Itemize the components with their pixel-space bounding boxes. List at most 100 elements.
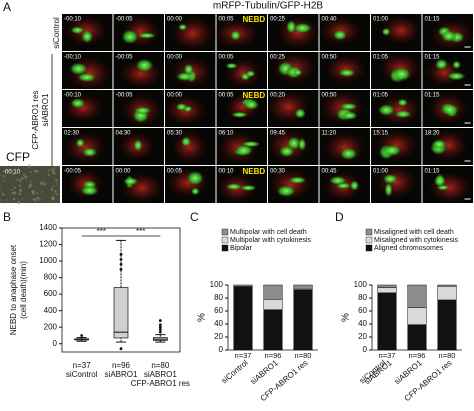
chromatin-signal	[292, 22, 313, 34]
time-label: 00:50	[322, 55, 338, 61]
bar-segment	[263, 309, 283, 351]
time-label: 00:50	[322, 93, 338, 99]
tubulin-signal	[119, 172, 164, 204]
y-tick-label: 60	[358, 306, 367, 315]
chromatin-signal	[276, 184, 297, 198]
cfp-speck	[36, 170, 39, 173]
cfp-speck	[18, 179, 22, 182]
bar-segment	[293, 284, 313, 289]
bar-segment	[437, 286, 457, 301]
chromatin-signal	[70, 97, 86, 109]
panel-a-title: mRFP-Tubulin/GFP-H2B	[213, 1, 324, 12]
cfp-speck	[36, 192, 39, 195]
chromatin-signal	[234, 144, 254, 157]
time-label: 00:40	[322, 17, 338, 23]
y-tick-label: 100	[210, 280, 224, 289]
panel-label: D	[335, 210, 344, 224]
category-label: siControl	[66, 370, 98, 379]
cfp-speck	[47, 169, 50, 172]
y-tick-label: 400	[44, 306, 58, 315]
cfp-speck	[5, 199, 8, 201]
chromatin-signal	[75, 138, 85, 148]
y-tick-label: 40	[214, 319, 223, 328]
cfp-speck	[56, 193, 59, 196]
legend-swatch	[365, 228, 373, 236]
chromatin-signal	[332, 29, 348, 41]
chromatin-signal	[394, 110, 412, 119]
chromatin-signal	[446, 71, 467, 81]
cfp-speck	[29, 183, 33, 186]
cfp-speck	[51, 196, 55, 200]
charts: n=37siControln=96siABRO1n=80siABRO1CFP-A…	[9, 223, 462, 403]
chromatin-signal	[381, 27, 391, 36]
bar-segment	[233, 284, 253, 287]
chromatin-signal	[349, 180, 360, 191]
time-label: 00:05	[219, 93, 235, 99]
legend-swatch	[365, 244, 373, 252]
outlier	[158, 330, 162, 334]
tubulin-signal	[170, 129, 208, 165]
time-label: -00:05	[116, 17, 134, 23]
chromatin-signal	[433, 174, 447, 188]
y-tick-label: 100	[354, 280, 368, 289]
cfp-speck	[34, 169, 38, 173]
time-label: 00:20	[270, 93, 286, 99]
chromatin-signal	[392, 66, 412, 82]
chromatin-signal	[133, 139, 143, 152]
y-axis-label: NEBD to anaphase onset	[9, 244, 18, 335]
bar-segment	[263, 299, 283, 310]
y-tick-label: 600	[44, 289, 58, 298]
legend-label: Aligned chromosomes	[374, 245, 444, 252]
cfp-time: -00:10	[3, 170, 21, 176]
chromatin-signal	[69, 62, 88, 76]
cfp-speck	[20, 176, 24, 180]
legend-swatch	[221, 236, 229, 244]
nebd-label: NEBD	[243, 167, 266, 176]
cfp-speck	[13, 191, 17, 195]
cfp-label: CFP	[6, 150, 30, 164]
cfp-speck	[28, 185, 32, 188]
cfp-speck	[19, 189, 23, 193]
legend-label: Multipolar with cell death	[230, 229, 307, 236]
outlier	[119, 258, 123, 261]
bar-segment	[377, 287, 397, 294]
cfp-speck	[21, 198, 24, 200]
cfp-speck	[0, 174, 2, 176]
time-label: 00:00	[167, 55, 183, 61]
chromatin-signal	[70, 26, 85, 35]
time-label: 04:30	[116, 131, 132, 137]
chromatin-signal	[225, 62, 238, 69]
panel-label: B	[3, 210, 11, 224]
cfp-speck	[33, 190, 35, 193]
cfp-speck	[36, 196, 40, 200]
cfp-speck	[48, 173, 50, 176]
n-label: n=37	[73, 361, 92, 370]
cfp-speck	[52, 171, 56, 175]
y-tick-label: 20	[214, 332, 223, 341]
nebd-label: NEBD	[243, 15, 266, 24]
chromatin-signal	[339, 102, 358, 111]
significance-label: ***	[136, 227, 145, 236]
y-tick-label: 1400	[39, 223, 57, 232]
y-tick-label: 0	[363, 345, 368, 354]
outlier	[119, 253, 123, 256]
chromatin-signal	[178, 23, 188, 31]
time-label: -00:10	[64, 93, 82, 99]
time-label: 09:45	[270, 131, 286, 137]
cfp-speck	[33, 198, 37, 202]
time-label: 01:15	[425, 17, 441, 23]
legend-label: Misaligned with cytokinesis	[374, 237, 459, 244]
time-label: 02:30	[64, 131, 80, 137]
cfp-speck	[27, 164, 31, 168]
bar-segment	[377, 292, 397, 351]
cfp-speck	[13, 197, 16, 200]
n-label: n=80	[151, 361, 170, 370]
cfp-speck	[41, 191, 44, 193]
time-label: 00:05	[167, 169, 183, 175]
chromatin-signal	[278, 145, 295, 158]
category-label: CFP-ABRO1 res	[131, 379, 190, 388]
chromatin-signal	[452, 60, 462, 70]
time-label: 00:00	[167, 17, 183, 23]
outlier	[158, 323, 162, 327]
